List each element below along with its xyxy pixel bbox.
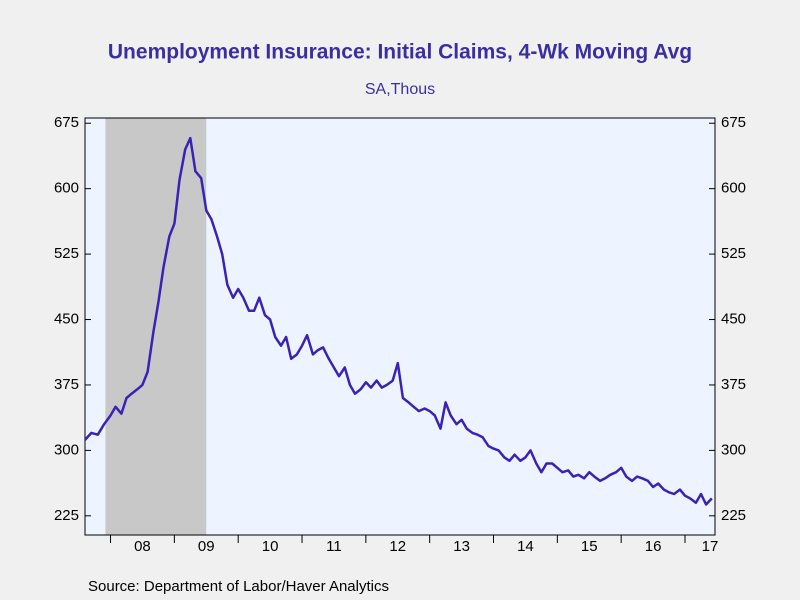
- y-tick-label: 450: [54, 310, 79, 327]
- x-tick-label: 08: [134, 538, 151, 555]
- x-tick-label: 14: [517, 538, 534, 555]
- y-tick-label: 300: [54, 441, 79, 458]
- y2-tick-label: 675: [721, 114, 746, 131]
- y2-tick-label: 300: [721, 441, 746, 458]
- source: Source: Department of Labor/Haver Analyt…: [88, 578, 389, 595]
- x-tick-label: 09: [198, 538, 215, 555]
- y-tick-label: 525: [54, 245, 79, 262]
- chart-subtitle: SA,Thous: [365, 81, 435, 98]
- x-tick-label: 13: [453, 538, 470, 555]
- y2-tick-label: 225: [721, 507, 746, 524]
- y-tick-label: 600: [54, 180, 79, 197]
- y-tick-label: 375: [54, 376, 79, 393]
- recession-band: [105, 118, 207, 535]
- y2-tick-label: 525: [721, 245, 746, 262]
- x-tick-label: 16: [645, 538, 662, 555]
- y2-tick-label: 600: [721, 180, 746, 197]
- x-tick-label: 12: [389, 538, 406, 555]
- y2-tick-label: 450: [721, 310, 746, 327]
- y2-tick-label: 375: [721, 376, 746, 393]
- x-tick-label: 10: [262, 538, 279, 555]
- chart-title: Unemployment Insurance: Initial Claims, …: [108, 41, 692, 64]
- data-line: [84, 136, 713, 506]
- y-tick-label: 675: [54, 114, 79, 131]
- x-tick-label: 11: [326, 538, 342, 555]
- plot-frame: [84, 117, 716, 536]
- x-tick-label: 15: [581, 538, 598, 555]
- y-tick-label: 225: [54, 507, 79, 524]
- x-tick-label: 17: [702, 538, 719, 555]
